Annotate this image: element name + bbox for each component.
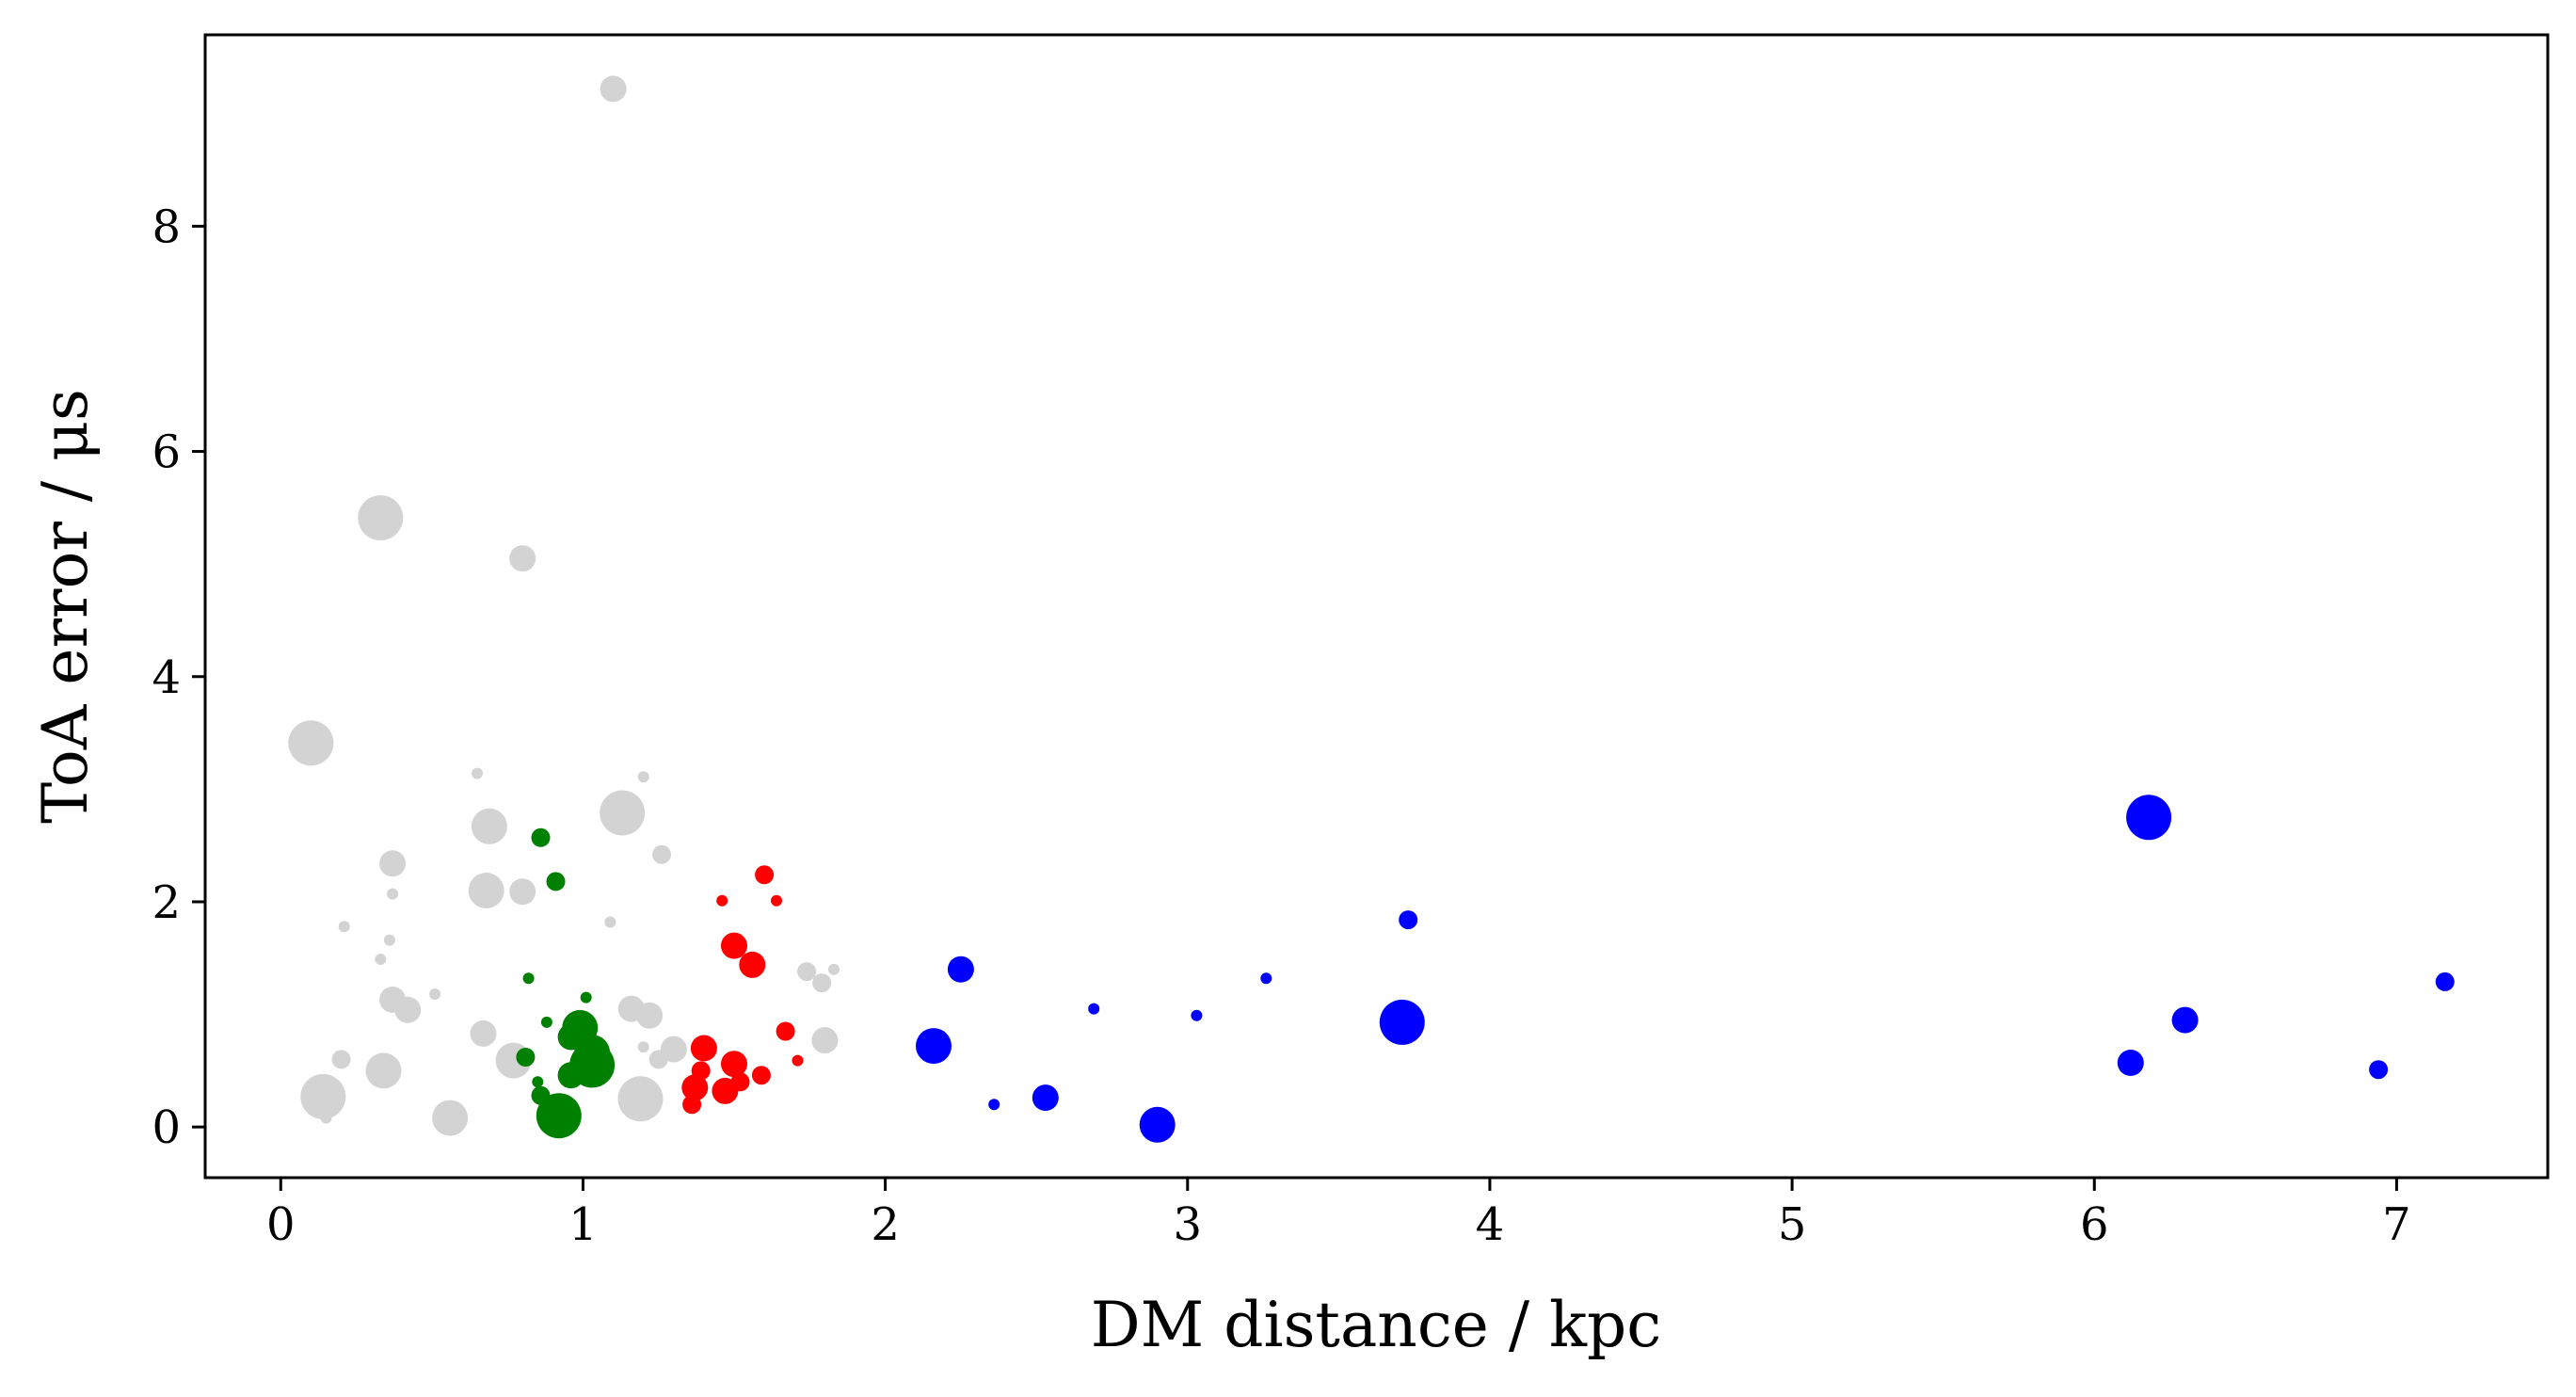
scatter-point <box>471 808 507 844</box>
scatter-point <box>682 1095 702 1115</box>
scatter-point <box>580 991 592 1004</box>
scatter-point <box>300 1073 346 1119</box>
scatter-point <box>338 921 350 933</box>
scatter-point <box>947 955 974 983</box>
x-tick-label: 2 <box>871 1198 900 1251</box>
scatter-point <box>509 545 536 572</box>
scatter-point <box>648 1050 668 1069</box>
scatter-point <box>546 872 566 891</box>
scatter-point <box>387 888 399 900</box>
scatter-point <box>604 916 616 928</box>
scatter-point <box>522 972 535 985</box>
scatter-point <box>721 932 747 959</box>
y-axis-label: ToA error / μs <box>29 389 102 824</box>
scatter-point <box>320 1112 332 1124</box>
data-points <box>288 75 2455 1143</box>
x-tick-label: 4 <box>1476 1198 1505 1251</box>
x-tick-label: 0 <box>266 1198 296 1251</box>
scatter-point <box>988 1099 1000 1111</box>
scatter-point <box>1399 910 1418 930</box>
scatter-point <box>2126 795 2172 841</box>
scatter-point <box>540 1016 552 1028</box>
scatter-point <box>1260 972 1272 985</box>
scatter-point <box>828 963 840 975</box>
scatter-point <box>1088 1003 1100 1015</box>
scatter-point <box>1191 1009 1203 1021</box>
scatter-point <box>712 1077 739 1104</box>
scatter-point <box>358 495 404 541</box>
scatter-point <box>681 1074 709 1101</box>
scatter-point <box>600 75 627 103</box>
scatter-point <box>811 1027 839 1054</box>
scatter-point <box>600 790 646 836</box>
scatter-point <box>509 878 536 906</box>
scatter-point <box>1139 1106 1176 1143</box>
scatter-point <box>375 954 387 965</box>
x-tick-label: 3 <box>1174 1198 1203 1251</box>
scatter-point <box>797 962 817 982</box>
scatter-point <box>516 1048 536 1067</box>
scatter-point <box>1379 999 1425 1045</box>
scatter-point <box>2435 971 2455 991</box>
scatter-point <box>468 873 504 908</box>
scatter-point <box>1032 1084 1059 1112</box>
y-tick-label: 6 <box>152 426 181 479</box>
x-axis-label: DM distance / kpc <box>1091 1289 1662 1361</box>
x-tick-label: 1 <box>568 1198 598 1251</box>
plot-frame <box>203 33 2550 1180</box>
scatter-point <box>557 1062 584 1089</box>
scatter-point <box>383 934 395 946</box>
scatter-point <box>637 771 649 783</box>
scatter-point <box>2369 1060 2389 1080</box>
scatter-point <box>690 1035 717 1062</box>
scatter-point <box>429 988 441 1000</box>
scatter-point <box>792 1054 804 1067</box>
scatter-point <box>532 1076 544 1088</box>
scatter-point <box>432 1100 469 1136</box>
y-tick-label: 4 <box>152 651 181 704</box>
scatter-point <box>751 1066 771 1085</box>
scatter-point <box>776 1021 795 1041</box>
x-tick-label: 7 <box>2382 1198 2411 1251</box>
y-tick-label: 2 <box>152 876 181 929</box>
x-axis-ticks: 0 1 2 3 4 5 6 7 <box>266 1178 2411 1251</box>
scatter-point <box>755 865 775 885</box>
scatter-point <box>637 1041 649 1053</box>
scatter-point <box>288 720 334 766</box>
scatter-point <box>472 767 483 779</box>
scatter-point <box>2171 1006 2199 1034</box>
scatter-point <box>812 973 832 993</box>
scatter-point <box>365 1052 402 1089</box>
scatter-point <box>379 850 407 877</box>
y-axis-ticks: 0 2 4 6 8 <box>152 201 205 1154</box>
scatter-point <box>531 827 551 847</box>
x-tick-label: 6 <box>2080 1198 2109 1251</box>
scatter-point <box>331 1050 351 1069</box>
scatter-point <box>470 1020 497 1047</box>
scatter-point <box>771 894 782 907</box>
y-tick-label: 0 <box>152 1101 181 1154</box>
scatter-point <box>2117 1050 2144 1076</box>
x-tick-label: 5 <box>1778 1198 1807 1251</box>
scatter-point <box>536 1093 582 1139</box>
scatter-point <box>739 951 766 978</box>
scatter-point <box>617 1076 664 1122</box>
scatter-point <box>394 996 422 1023</box>
y-tick-label: 8 <box>152 201 181 253</box>
scatter-point <box>716 894 728 907</box>
scatter-point <box>721 1051 747 1078</box>
scatter-point <box>916 1028 952 1065</box>
scatter-point <box>636 1002 664 1029</box>
scatter-point <box>652 844 671 864</box>
